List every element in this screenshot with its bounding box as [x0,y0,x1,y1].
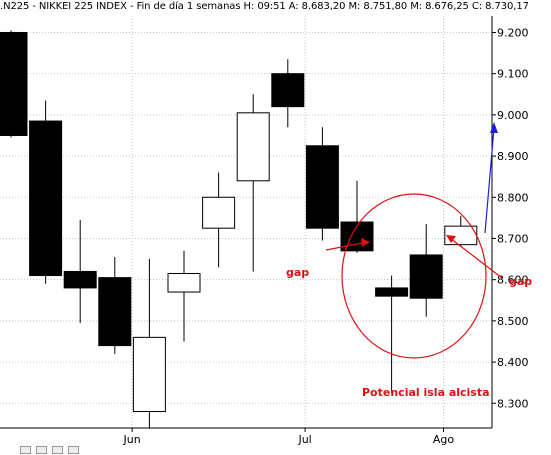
x-tick-label: Jun [123,433,141,446]
scroll-tab-3[interactable] [52,446,63,454]
candle [98,257,132,354]
x-tick-labels: Jun Jul Ago [123,428,455,446]
candle-body-bullish [132,336,166,413]
y-tick-label: 8.900 [497,150,529,163]
candle-body-bearish [305,145,339,229]
gap-label-left: gap [286,266,309,279]
candle [167,250,201,342]
header-m2: M: 8.676,25 [410,1,469,12]
scroll-tab-4[interactable] [68,446,79,454]
header-c: C: 8.730,17 [471,1,529,12]
annotations: gap gap Potencial isla alcista [286,122,532,399]
candle-body-bearish [63,270,97,289]
y-tick-label: 8.400 [497,356,529,369]
uptrend-arrow [484,122,498,234]
candle-body-bearish [0,31,28,136]
candle-body-bearish [375,287,409,297]
island-circle [341,193,487,359]
scroll-tab-1[interactable] [20,446,31,454]
header-m: M: 8.751,80 [348,1,408,12]
candle-body-bullish [167,273,201,293]
bottom-scroll-strip [0,446,551,455]
y-tick-label: 8.700 [497,232,529,245]
y-tick-labels: 8.300 8.400 8.500 8.600 8.700 8.800 8.900 9.000… [492,26,529,410]
candle-body-bearish [98,277,132,347]
gap-arrow-right [446,235,503,279]
chart-header: .N225 - NIKKEI 225 INDEX - Fin de día 1 … [0,1,529,12]
header-symbol: .N225 [0,1,30,12]
candle-body-bullish [202,196,236,229]
candle-body-bearish [271,73,305,108]
header-period: Fin de día 1 semanas [136,1,241,12]
header-high: H: 09:51 [243,1,286,12]
header-a: A: 8.683,20 [288,1,346,12]
x-tick-label: Ago [433,433,455,446]
candle [444,215,478,247]
candle-body-bearish [409,254,443,299]
gap-arrow-left [325,238,370,251]
candle [305,127,339,241]
candles [0,30,478,428]
y-tick-label: 9.000 [497,109,529,122]
candle [236,94,270,272]
y-tick-label: 8.500 [497,315,529,328]
y-tick-label: 9.200 [497,26,529,39]
candle [271,59,305,128]
header-instrument: NIKKEI 225 INDEX [38,1,127,12]
candle [63,219,97,323]
candle [409,224,443,317]
candle [29,100,63,284]
x-tick-label: Jul [297,433,311,446]
axes: 8.300 8.400 8.500 8.600 8.700 8.800 8.900 9.000… [0,16,529,446]
y-tick-label: 8.300 [497,397,529,410]
candle-body-bullish [236,112,270,182]
scroll-tab-2[interactable] [36,446,47,454]
candle [132,259,166,428]
y-tick-label: 9.100 [497,68,529,81]
candle [375,275,409,393]
island-label: Potencial isla alcista [362,386,490,399]
y-tick-label: 8.600 [497,274,529,287]
y-tick-label: 8.800 [497,191,529,204]
candle [0,30,28,138]
grid [0,16,492,428]
candle [202,172,236,268]
candle-body-bearish [29,120,63,277]
gap-label-right: gap [509,275,532,288]
